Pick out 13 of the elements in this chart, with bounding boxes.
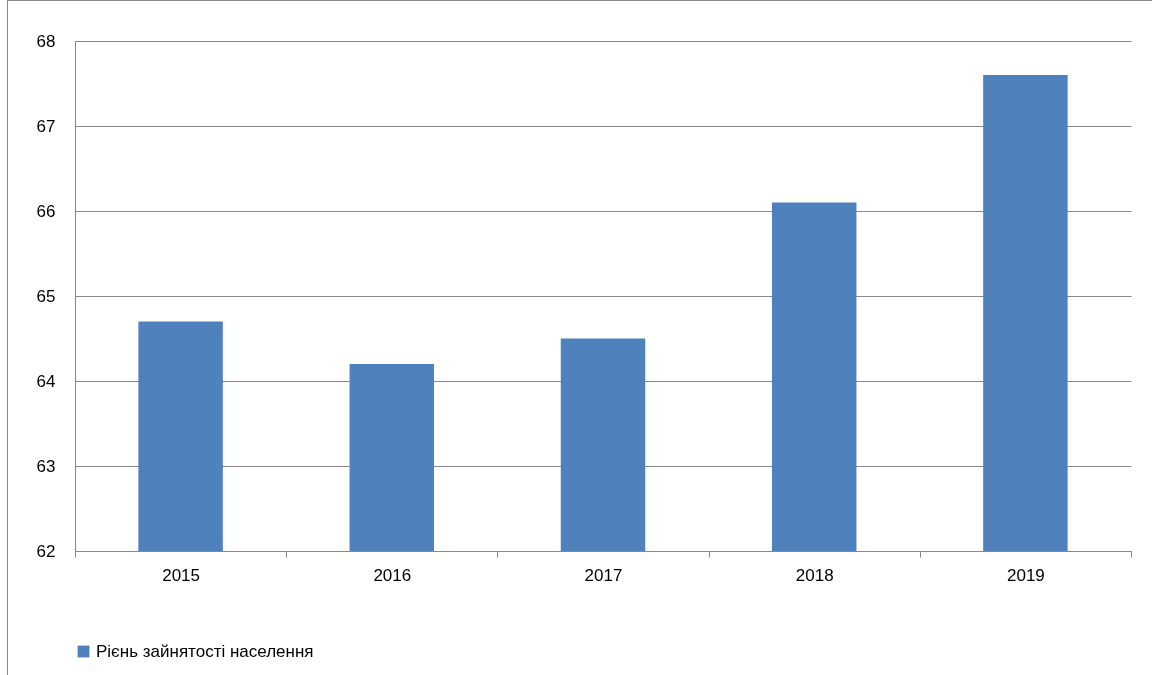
y-tick-label: 68 bbox=[36, 31, 56, 51]
y-tick-label: 63 bbox=[36, 456, 56, 476]
x-tick-label: 2015 bbox=[162, 565, 201, 585]
x-tick-label: 2018 bbox=[795, 565, 834, 585]
y-tick-label: 66 bbox=[36, 201, 56, 221]
legend-label: Рієнь зайнятості населення bbox=[96, 641, 314, 661]
y-tick-label: 64 bbox=[36, 371, 56, 391]
x-tick-label: 2019 bbox=[1006, 565, 1045, 585]
x-tick-label: 2017 bbox=[584, 565, 623, 585]
y-tick-label: 67 bbox=[36, 116, 56, 136]
y-tick-label: 62 bbox=[36, 541, 56, 561]
y-tick-label: 65 bbox=[36, 286, 56, 306]
x-tick-label: 2016 bbox=[373, 565, 412, 585]
